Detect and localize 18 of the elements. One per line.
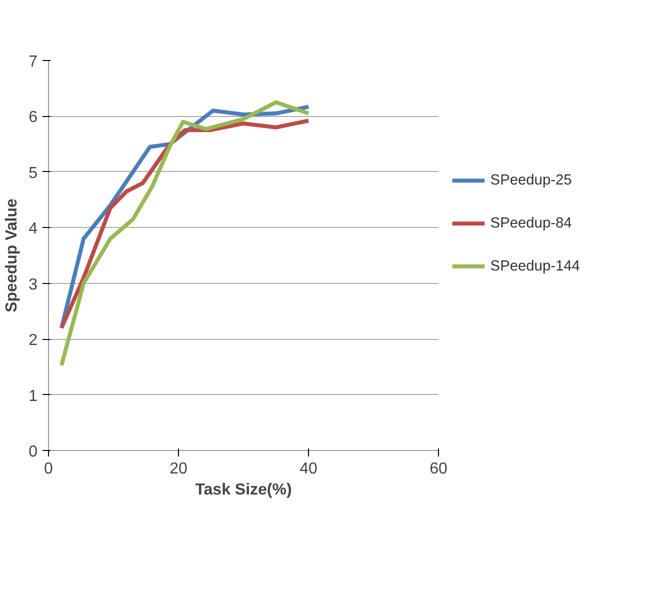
x-tick-label: 0 [44,460,54,478]
y-tick-label: 5 [28,164,38,182]
line-series [60,100,310,368]
legend-label: SPeedup-84 [490,216,572,232]
x-tick-label: 40 [300,460,318,478]
y-tick-label: 3 [28,276,38,294]
y-axis-title: Speedup Value [4,198,21,312]
y-tick-label: 7 [28,54,38,70]
x-axis-title: Task Size(%) [195,482,292,498]
y-tick-label: 2 [28,332,38,350]
y-tick-label: 0 [28,444,38,460]
x-tick-label: 60 [430,460,448,478]
y-tick-label: 4 [28,220,38,238]
legend-label: SPeedup-144 [490,258,580,274]
legend-label: SPeedup-25 [490,172,572,189]
y-tick-label: 6 [28,109,38,126]
y-tick-label: 1 [28,388,38,405]
x-tick-label: 20 [170,460,188,478]
